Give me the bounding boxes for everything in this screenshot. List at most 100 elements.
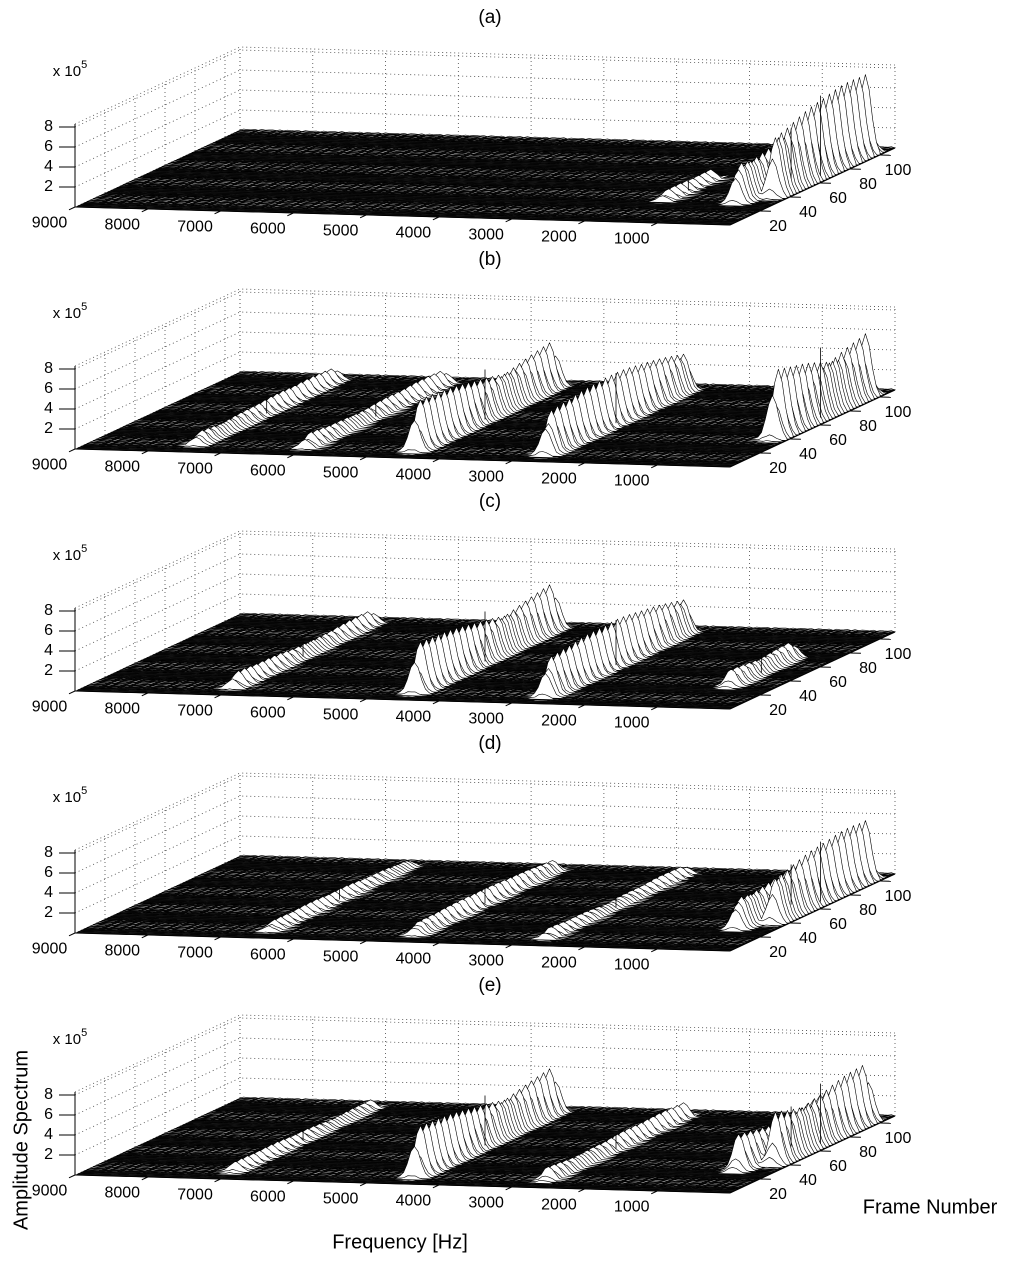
grid-line	[74, 69, 241, 148]
grid-line	[239, 1077, 896, 1097]
x-tick	[432, 700, 440, 705]
grid-line	[239, 331, 896, 351]
mesh-row	[92, 1125, 749, 1185]
z-multiplier: x 105	[53, 301, 87, 322]
x-tick	[287, 1180, 294, 1185]
grid-line	[74, 1037, 241, 1116]
x-tick	[432, 942, 440, 947]
mesh-row	[116, 178, 773, 206]
mesh-row	[83, 1169, 740, 1190]
mesh-row	[194, 89, 851, 170]
z-axis-label: Amplitude Spectrum	[10, 1050, 32, 1230]
x-tick	[141, 1176, 148, 1181]
grid-line	[74, 553, 241, 632]
x-tick-label: 6000	[250, 462, 286, 479]
grid-line	[74, 1017, 241, 1096]
x-tick	[68, 690, 76, 695]
x-tick-label: 1000	[614, 1198, 650, 1215]
mesh-row	[95, 195, 752, 216]
mesh-row	[83, 443, 740, 464]
z-tick-label: 4	[44, 1126, 53, 1143]
x-tick-label: 4000	[396, 224, 432, 241]
grid-line	[239, 573, 896, 593]
z-tick-label: 2	[44, 662, 53, 679]
x-tick-label: 4000	[396, 466, 432, 483]
box-edge	[74, 530, 241, 609]
grid-line	[239, 291, 896, 311]
z-multiplier: x 105	[53, 785, 87, 806]
box-edge	[239, 772, 896, 792]
y-tick-label: 60	[829, 916, 847, 933]
mesh-row	[179, 127, 836, 177]
x-tick-label: 6000	[250, 704, 286, 721]
grid-line	[239, 1057, 896, 1077]
x-tick-label: 5000	[323, 1190, 359, 1207]
mesh-row	[92, 399, 749, 459]
z-tick-label: 4	[44, 642, 53, 659]
y-tick-label: 20	[769, 1186, 787, 1203]
y-tick-label: 80	[859, 660, 877, 677]
y-tick-label: 100	[885, 162, 912, 179]
y-tick-label: 40	[799, 688, 817, 705]
panel-title: (a)	[478, 7, 501, 28]
box-edge	[239, 46, 896, 66]
mesh-row	[152, 121, 809, 189]
mesh-row	[98, 194, 755, 215]
x-axis-label: Frequency [Hz]	[332, 1231, 468, 1253]
x-tick	[287, 454, 294, 459]
x-tick-label: 5000	[323, 464, 359, 481]
x-tick	[214, 210, 221, 215]
panel-title: (b)	[478, 249, 501, 270]
x-tick	[651, 706, 658, 711]
x-tick-label: 4000	[396, 950, 432, 967]
mesh-row	[203, 113, 860, 166]
mesh-row	[188, 93, 845, 173]
x-tick-label: 6000	[250, 1188, 286, 1205]
mesh-row	[206, 82, 863, 164]
grid-line	[239, 89, 896, 109]
mesh-row	[128, 894, 785, 927]
mesh-row	[176, 102, 833, 178]
mesh-row	[140, 132, 797, 195]
z-tick-label: 2	[44, 904, 53, 921]
mesh-row	[197, 116, 854, 168]
x-tick-label: 1000	[614, 230, 650, 247]
x-tick	[214, 452, 221, 457]
x-tick	[68, 206, 76, 211]
z-multiplier-base: x 10	[53, 789, 81, 806]
mesh-row	[107, 191, 764, 210]
x-tick-label: 9000	[32, 214, 68, 231]
mesh-row	[104, 192, 761, 212]
z-tick-label: 8	[44, 844, 53, 861]
x-tick	[68, 1174, 76, 1179]
mesh-row	[80, 203, 737, 223]
x-axis	[74, 932, 731, 952]
panel-title: (c)	[479, 491, 501, 512]
x-tick	[287, 938, 294, 943]
x-tick-label: 8000	[104, 1184, 140, 1201]
x-tick	[359, 214, 367, 219]
grid-line	[239, 593, 896, 613]
x-tick-label: 3000	[468, 952, 504, 969]
x-tick	[141, 208, 148, 213]
x-tick	[359, 698, 367, 703]
x-tick-label: 1000	[614, 472, 650, 489]
mesh-row	[86, 200, 743, 220]
panel-title: (d)	[478, 733, 501, 754]
x-tick	[432, 458, 440, 463]
z-multiplier-exponent: 5	[81, 785, 87, 797]
y-tick-label: 80	[859, 176, 877, 193]
x-tick-label: 9000	[32, 940, 68, 957]
grid-line	[74, 533, 241, 612]
x-tick-label: 4000	[396, 708, 432, 725]
x-tick-label: 7000	[177, 702, 213, 719]
mesh-row	[86, 1146, 743, 1188]
panel: (d) 1000 2000 3000 4000 5000 6000 7000 8000 9000 2…	[32, 733, 912, 973]
x-tick-label: 1000	[614, 714, 650, 731]
x-tick-label: 9000	[32, 1182, 68, 1199]
z-multiplier-base: x 10	[53, 1031, 81, 1048]
x-tick	[141, 934, 148, 939]
grid-line	[74, 291, 241, 370]
x-tick-label: 2000	[541, 470, 577, 487]
grid-line	[74, 775, 241, 854]
